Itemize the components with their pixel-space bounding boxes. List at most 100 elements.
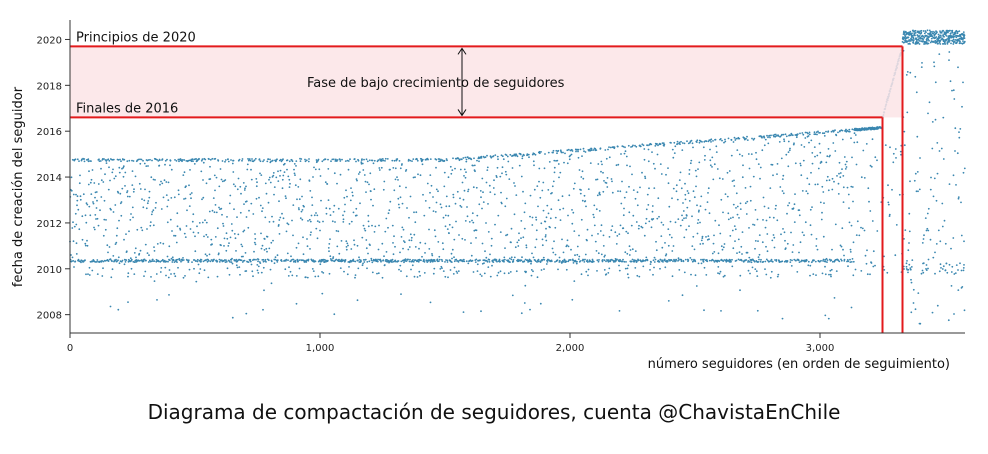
data-point xyxy=(279,216,282,219)
data-point xyxy=(774,208,777,210)
data-point xyxy=(381,159,383,162)
data-point xyxy=(557,268,559,271)
data-point xyxy=(529,308,531,311)
data-point xyxy=(723,243,726,245)
data-point xyxy=(961,105,963,108)
data-point xyxy=(338,258,340,261)
data-point xyxy=(930,176,932,179)
data-point xyxy=(593,224,596,227)
data-point xyxy=(600,160,603,163)
data-point xyxy=(143,162,146,165)
data-point xyxy=(630,260,633,263)
data-point xyxy=(138,182,141,185)
data-point xyxy=(804,131,807,134)
data-point xyxy=(831,188,834,191)
data-point xyxy=(321,160,324,163)
data-point xyxy=(782,174,785,177)
data-point xyxy=(127,301,129,303)
data-point xyxy=(505,173,508,176)
data-point xyxy=(193,163,196,165)
data-point xyxy=(684,193,687,196)
data-point xyxy=(100,179,103,182)
data-point xyxy=(951,29,954,32)
data-point xyxy=(329,214,332,217)
data-point xyxy=(904,229,907,232)
data-point xyxy=(166,158,168,161)
data-point xyxy=(654,167,656,170)
data-point xyxy=(575,262,578,265)
data-point xyxy=(534,153,537,156)
data-point xyxy=(696,139,699,142)
data-point xyxy=(306,276,309,279)
data-point xyxy=(751,137,753,140)
data-point xyxy=(542,256,545,259)
data-point xyxy=(305,159,308,162)
data-point xyxy=(544,234,547,236)
data-point xyxy=(908,230,911,233)
data-point xyxy=(736,205,739,208)
data-point xyxy=(667,244,670,247)
data-point xyxy=(249,260,252,263)
data-point xyxy=(459,168,462,171)
data-point xyxy=(244,187,246,190)
data-point xyxy=(963,309,966,312)
data-point xyxy=(73,225,76,228)
data-point xyxy=(761,136,763,139)
data-point xyxy=(944,43,947,45)
data-point xyxy=(909,268,912,271)
data-point xyxy=(944,269,947,272)
data-point xyxy=(235,250,237,252)
data-point xyxy=(164,163,166,166)
data-point xyxy=(265,261,267,263)
data-point xyxy=(71,158,74,161)
data-point xyxy=(279,175,281,177)
data-point xyxy=(616,145,619,148)
data-point xyxy=(865,262,868,265)
data-point xyxy=(753,137,756,140)
data-point xyxy=(318,168,321,171)
data-point xyxy=(809,224,812,227)
data-point xyxy=(353,158,356,160)
data-point xyxy=(484,250,486,253)
data-point xyxy=(486,166,489,169)
data-point xyxy=(513,256,516,259)
data-point xyxy=(121,259,124,262)
data-point xyxy=(291,274,294,277)
data-point xyxy=(671,197,673,200)
data-point xyxy=(269,181,272,184)
data-point xyxy=(472,271,475,273)
data-point xyxy=(276,158,278,161)
data-point xyxy=(814,260,817,263)
data-point xyxy=(705,140,708,143)
data-point xyxy=(188,184,190,187)
data-point xyxy=(124,171,127,174)
data-point xyxy=(892,161,895,164)
data-point xyxy=(816,248,819,251)
data-point xyxy=(849,258,851,261)
data-point xyxy=(285,230,288,233)
data-point xyxy=(700,239,703,242)
data-point xyxy=(589,162,592,165)
data-point xyxy=(948,41,950,43)
data-point xyxy=(463,168,466,171)
data-point xyxy=(142,159,144,162)
data-point xyxy=(463,260,466,263)
data-point xyxy=(108,246,111,248)
data-point xyxy=(357,159,360,162)
data-point xyxy=(219,168,222,170)
data-point xyxy=(958,131,960,134)
data-point xyxy=(694,260,697,263)
data-point xyxy=(481,177,484,180)
data-point xyxy=(856,141,859,144)
data-point xyxy=(271,215,273,218)
data-point xyxy=(941,225,944,228)
data-point xyxy=(481,242,484,245)
data-point xyxy=(150,276,152,278)
data-point xyxy=(777,273,780,276)
data-point xyxy=(611,180,613,183)
data-point xyxy=(353,239,355,242)
data-point xyxy=(140,226,143,229)
data-point xyxy=(683,142,686,145)
data-point xyxy=(114,175,117,178)
data-point xyxy=(957,289,960,291)
